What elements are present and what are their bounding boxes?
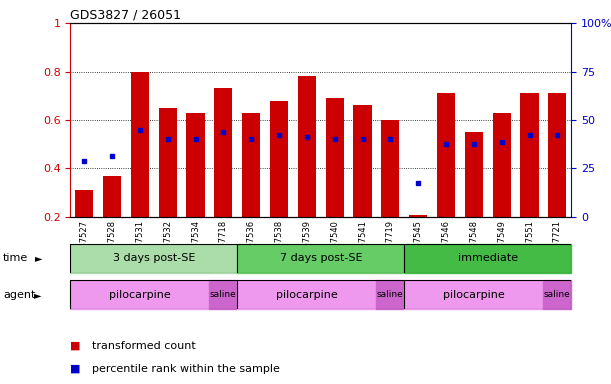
Text: transformed count: transformed count: [92, 341, 196, 351]
Text: ►: ►: [34, 290, 41, 300]
Text: percentile rank within the sample: percentile rank within the sample: [92, 364, 279, 374]
Bar: [409, 215, 427, 217]
Text: time: time: [3, 253, 28, 263]
Bar: [242, 113, 260, 217]
Text: immediate: immediate: [458, 253, 518, 263]
Bar: [103, 176, 121, 217]
Text: pilocarpine: pilocarpine: [443, 290, 505, 300]
Bar: [214, 88, 232, 217]
Bar: [381, 120, 400, 217]
Bar: [354, 106, 371, 217]
Bar: [326, 98, 344, 217]
Text: 7 days post-SE: 7 days post-SE: [279, 253, 362, 263]
Bar: [70, 280, 210, 309]
Bar: [437, 93, 455, 217]
Bar: [492, 113, 511, 217]
Bar: [75, 190, 93, 217]
Bar: [521, 93, 538, 217]
Bar: [270, 101, 288, 217]
Bar: [237, 280, 376, 309]
Text: saline: saline: [210, 290, 236, 299]
Bar: [465, 132, 483, 217]
Text: ■: ■: [70, 364, 81, 374]
Bar: [543, 280, 571, 309]
Bar: [237, 244, 404, 273]
Text: ■: ■: [70, 341, 81, 351]
Text: 3 days post-SE: 3 days post-SE: [112, 253, 195, 263]
Bar: [376, 280, 404, 309]
Bar: [298, 76, 316, 217]
Bar: [186, 113, 205, 217]
Bar: [548, 93, 566, 217]
Bar: [159, 108, 177, 217]
Bar: [404, 244, 571, 273]
Text: pilocarpine: pilocarpine: [109, 290, 170, 300]
Bar: [210, 280, 237, 309]
Bar: [404, 280, 543, 309]
Bar: [70, 244, 237, 273]
Bar: [131, 71, 149, 217]
Text: ►: ►: [35, 253, 43, 263]
Text: saline: saline: [377, 290, 404, 299]
Text: GDS3827 / 26051: GDS3827 / 26051: [70, 9, 181, 22]
Text: saline: saline: [544, 290, 571, 299]
Text: pilocarpine: pilocarpine: [276, 290, 338, 300]
Text: agent: agent: [3, 290, 35, 300]
